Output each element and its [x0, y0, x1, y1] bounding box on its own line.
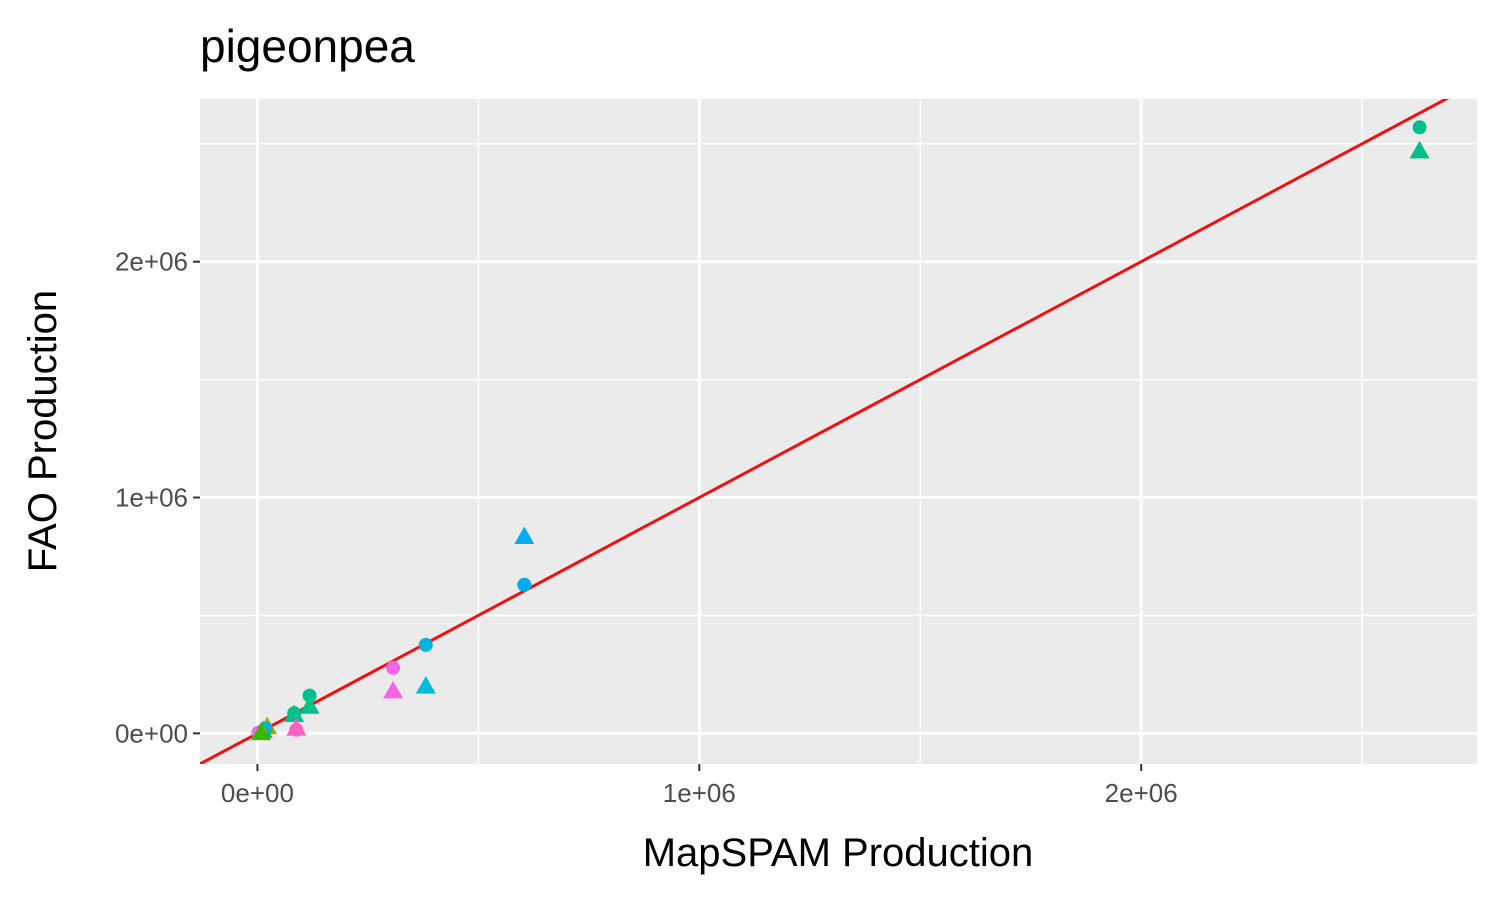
data-point-triangle [415, 676, 436, 694]
data-point-triangle [299, 696, 320, 714]
data-point-circle [386, 660, 401, 675]
data-point-triangle [1409, 140, 1430, 159]
data-point-triangle [286, 718, 307, 736]
y-axis-title: FAO Production [21, 290, 65, 572]
chart-title: pigeonpea [200, 20, 415, 72]
plot-panel [200, 99, 1477, 764]
x-axis-title: MapSPAM Production [643, 831, 1034, 875]
data-points [250, 120, 1430, 741]
data-point-triangle [250, 722, 271, 741]
minor-grid [200, 99, 1477, 764]
major-grid [200, 99, 1477, 764]
y-tick-label: 1e+06 [115, 483, 188, 513]
y-tick-label: 2e+06 [115, 247, 188, 277]
x-tick-label: 1e+06 [663, 778, 736, 808]
data-point-triangle [284, 704, 305, 722]
x-axis: 0e+00 1e+06 2e+06 [221, 764, 1178, 808]
data-point-circle [517, 577, 532, 592]
reference-line [200, 99, 1450, 764]
data-point-circle [1412, 120, 1427, 135]
x-tick-label: 2e+06 [1105, 778, 1178, 808]
y-tick-label: 0e+00 [115, 718, 188, 748]
data-point-triangle [514, 526, 535, 544]
data-point-circle [302, 688, 317, 703]
data-point-circle [418, 637, 433, 652]
x-tick-label: 0e+00 [221, 778, 294, 808]
y-axis: 0e+00 1e+06 2e+06 [115, 247, 200, 748]
data-point-triangle [383, 680, 404, 699]
